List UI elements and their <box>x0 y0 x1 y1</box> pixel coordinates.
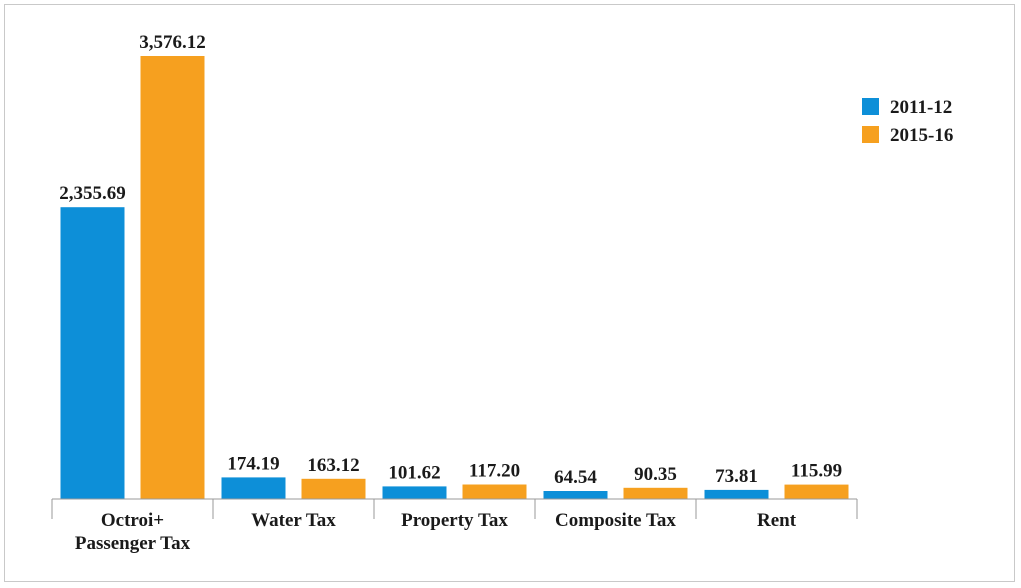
category-label-0-1: Passenger Tax <box>75 533 191 554</box>
bar-2015-16-3 <box>623 487 688 499</box>
chart-frame <box>4 4 1015 582</box>
category-label-3-0: Composite Tax <box>555 510 676 531</box>
value-label-2015-16-4: 115.99 <box>791 461 842 482</box>
category-label-1-0: Water Tax <box>251 510 336 531</box>
bar-2011-12-1 <box>221 477 286 499</box>
value-label-2015-16-0: 3,576.12 <box>139 32 206 53</box>
bar-2011-12-4 <box>704 489 769 499</box>
category-label-4-0: Rent <box>757 510 797 531</box>
value-label-2011-12-1: 174.19 <box>227 453 279 474</box>
legend-label-2015-16: 2015-16 <box>890 125 953 146</box>
bars-group <box>60 56 849 499</box>
value-label-2015-16-2: 117.20 <box>469 461 520 482</box>
legend-label-2011-12: 2011-12 <box>890 97 952 118</box>
value-label-2011-12-0: 2,355.69 <box>59 183 126 204</box>
bar-2011-12-3 <box>543 491 608 499</box>
bar-2015-16-0 <box>140 56 205 499</box>
category-label-0-0: Octroi+ <box>101 510 164 531</box>
bar-2015-16-1 <box>301 478 366 499</box>
value-label-2015-16-1: 163.12 <box>307 455 359 476</box>
bar-2011-12-2 <box>382 486 447 499</box>
legend-swatch-2011-12 <box>862 98 879 115</box>
category-labels-group: Octroi+Passenger Tax Water Tax Property Ta… <box>75 510 797 554</box>
value-label-2015-16-3: 90.35 <box>634 464 677 485</box>
legend-swatch-2015-16 <box>862 126 879 143</box>
x-axis <box>51 498 858 519</box>
bar-2015-16-2 <box>462 484 527 499</box>
bar-2011-12-0 <box>60 207 125 499</box>
value-labels-group: 2,355.69 3,576.12 174.19 163.12 101.62 117.20… <box>59 32 842 488</box>
value-label-2011-12-2: 101.62 <box>388 462 440 483</box>
value-label-2011-12-3: 64.54 <box>554 467 597 488</box>
category-label-2-0: Property Tax <box>401 510 508 531</box>
bar-2015-16-4 <box>784 484 849 499</box>
legend: 2011-12 2015-16 <box>862 97 953 146</box>
value-label-2011-12-4: 73.81 <box>715 466 758 487</box>
